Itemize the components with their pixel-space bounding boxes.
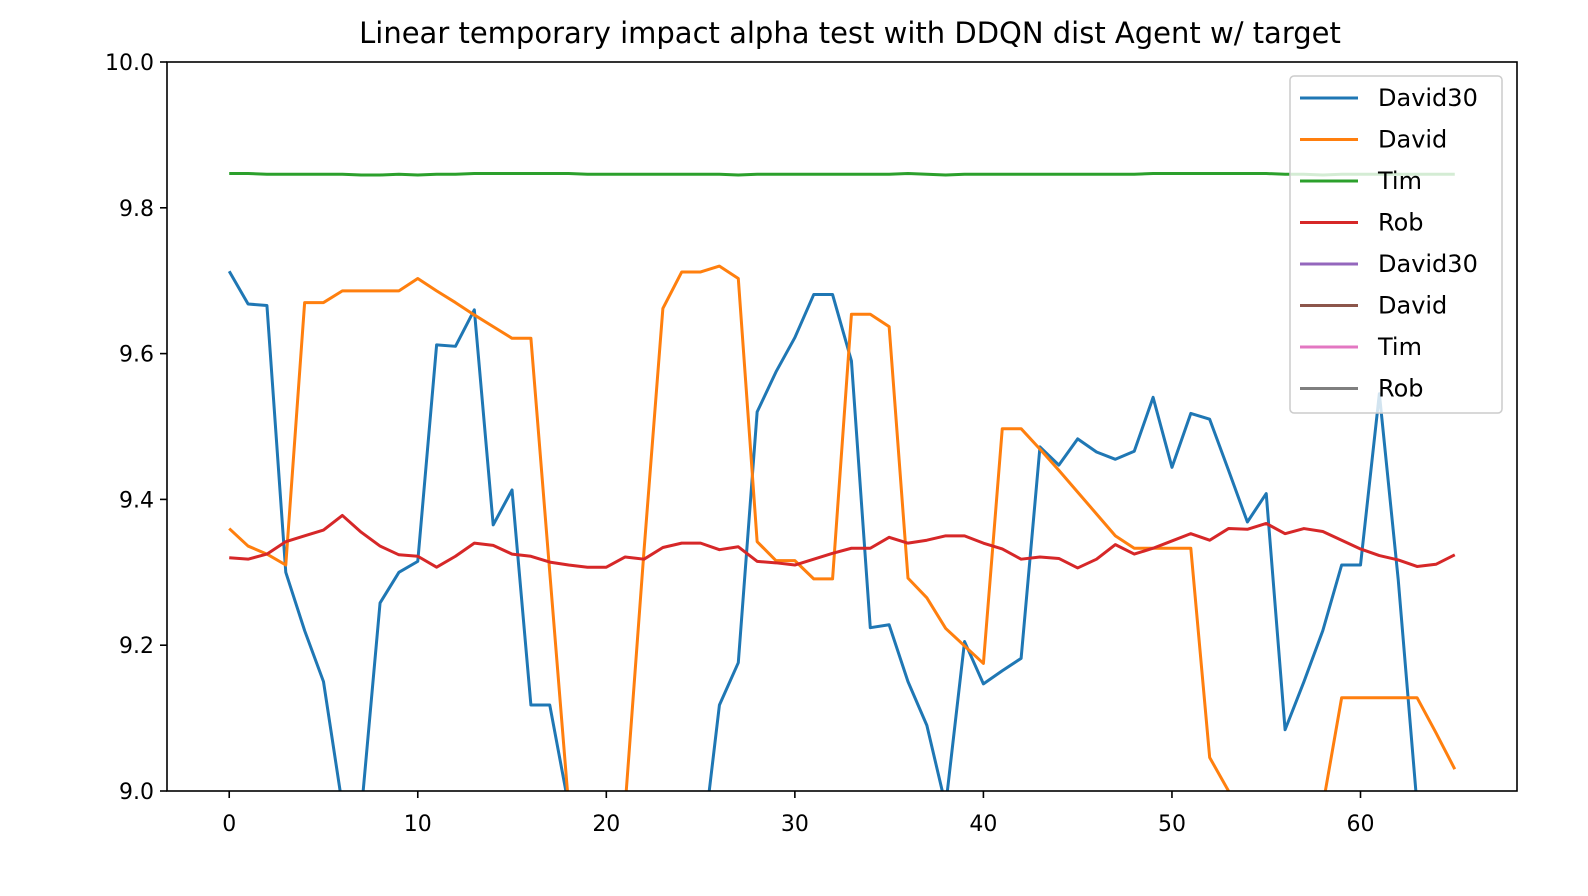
plot-frame xyxy=(166,61,1518,792)
legend-label: David30 xyxy=(1378,84,1478,112)
series-line-david xyxy=(228,264,1457,791)
series-layer xyxy=(227,172,1457,791)
series-line-tim xyxy=(229,172,1455,177)
x-tick-label: 50 xyxy=(1158,812,1186,837)
series-line-rob xyxy=(229,513,1456,570)
y-tick-label: 9.6 xyxy=(119,343,154,368)
y-tick-label: 9.4 xyxy=(119,488,154,513)
y-tick-label: 9.2 xyxy=(119,634,154,659)
legend-box xyxy=(1289,75,1503,414)
legend-label: David xyxy=(1378,126,1447,154)
legend-label: David30 xyxy=(1378,250,1478,278)
chart-title: Linear temporary impact alpha test with … xyxy=(359,16,1341,50)
legend-label: Rob xyxy=(1378,209,1424,237)
legend: David30 David Tim Rob David30 David Tim Rob xyxy=(1289,75,1503,414)
x-tick-label: 0 xyxy=(222,812,236,837)
legend-label: Tim xyxy=(1377,167,1422,195)
x-tick-label: 10 xyxy=(404,812,432,837)
x-tick-label: 40 xyxy=(969,812,997,837)
x-tick-label: 20 xyxy=(592,812,620,837)
x-axis: 0 10 20 30 40 50 60 xyxy=(222,791,1375,837)
y-tick-label: 9.8 xyxy=(119,197,154,222)
y-tick-label: 9.0 xyxy=(119,780,154,805)
x-tick-label: 60 xyxy=(1347,812,1375,837)
y-tick-label: 10.0 xyxy=(105,51,154,76)
legend-label: Tim xyxy=(1377,333,1422,361)
series-line-david30 xyxy=(227,270,1418,791)
x-tick-label: 30 xyxy=(781,812,809,837)
legend-label: David xyxy=(1378,292,1447,320)
y-axis: 9.0 9.2 9.4 9.6 9.8 10.0 xyxy=(105,51,167,805)
legend-label: Rob xyxy=(1378,375,1424,403)
